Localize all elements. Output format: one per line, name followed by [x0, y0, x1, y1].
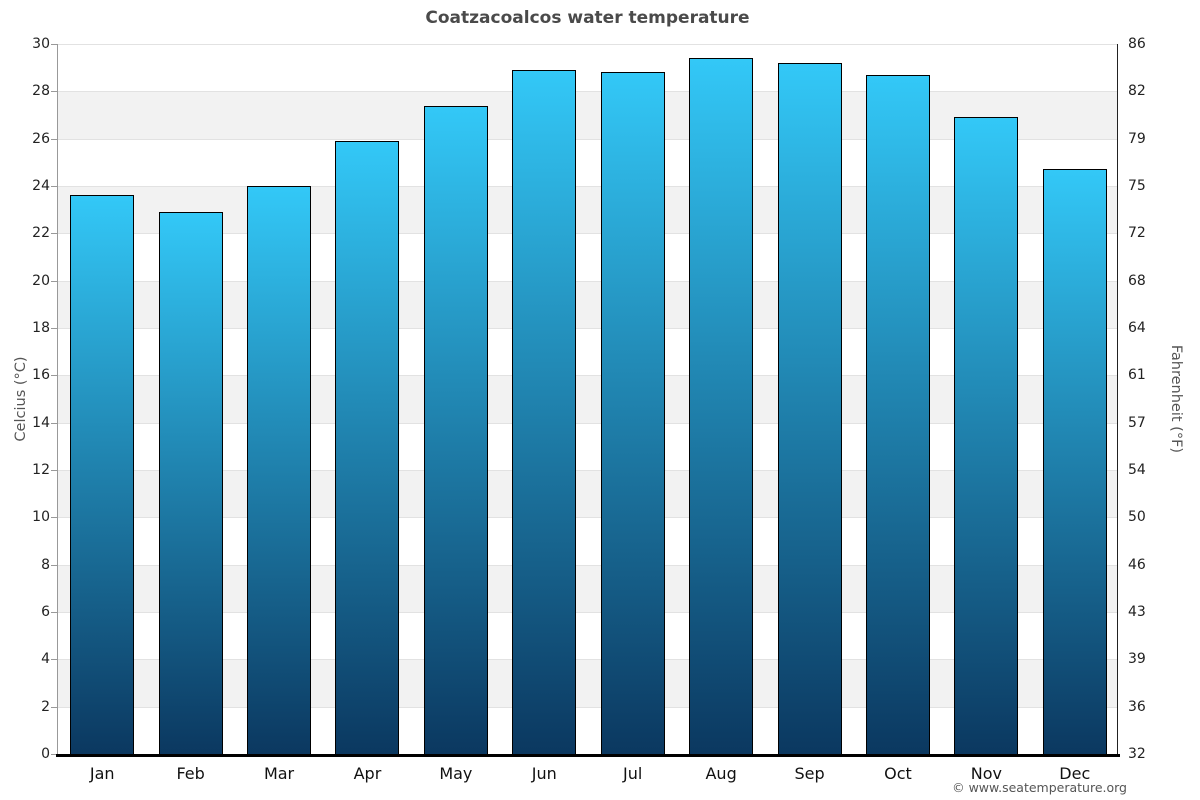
celsius-tick-mark [51, 754, 58, 755]
celsius-tick-label: 20 [32, 272, 50, 289]
grid-band [58, 186, 1117, 234]
celsius-tick-label: 16 [32, 367, 50, 384]
bar-jun [512, 70, 577, 754]
celsius-tick-mark [51, 328, 58, 329]
celsius-tick-label: 12 [32, 462, 50, 478]
y-axis-title-fahrenheit: Fahrenheit (°F) [1168, 344, 1184, 454]
fahrenheit-tick-label: 82 [1128, 83, 1146, 100]
celsius-tick-label: 0 [41, 746, 50, 762]
fahrenheit-tick-label: 32 [1128, 746, 1146, 762]
month-label-nov: Nov [970, 764, 1002, 783]
grid-band [58, 706, 1117, 754]
grid-band [58, 612, 1117, 660]
chart-title: Coatzacoalcos water temperature [425, 8, 750, 28]
fahrenheit-tick-label: 46 [1128, 556, 1146, 573]
month-label-feb: Feb [176, 764, 205, 783]
fahrenheit-tick-label: 64 [1128, 320, 1146, 336]
bar-jul [600, 72, 665, 754]
celsius-tick-label: 18 [32, 320, 50, 336]
fahrenheit-tick-label: 57 [1128, 414, 1146, 431]
celsius-tick-mark [51, 659, 58, 661]
x-axis-line [56, 754, 1120, 757]
fahrenheit-tick-label: 61 [1128, 367, 1146, 384]
fahrenheit-tick-label: 86 [1128, 36, 1146, 52]
month-label-apr: Apr [353, 764, 382, 783]
celsius-tick-label: 4 [41, 651, 50, 668]
grid-band [58, 91, 1117, 139]
bar-may [423, 105, 488, 754]
celsius-tick-mark [51, 706, 58, 708]
grid-band [58, 233, 1117, 281]
celsius-tick-label: 6 [41, 604, 50, 620]
fahrenheit-tick-label: 39 [1128, 651, 1146, 668]
bar-oct [865, 74, 930, 754]
plot-area: 0 2 4 6 8 10 12 14 16 18 20 22 24 26 28 30 32 36 39 43 46 50… [32, 36, 1146, 783]
bar-mar [247, 186, 312, 754]
bar-jan [70, 195, 135, 754]
grid-band [58, 517, 1117, 565]
fahrenheit-tick-label: 79 [1128, 130, 1146, 147]
gridline-bands-layer [58, 44, 1117, 754]
celsius-tick-label: 2 [41, 698, 50, 715]
celsius-tick-label: 14 [32, 414, 50, 431]
celsius-tick-label: 30 [32, 36, 50, 52]
celsius-tick-mark [51, 375, 58, 377]
footer-credit: © www.seatemperature.org [952, 780, 1127, 795]
celsius-tick-label: 22 [32, 225, 50, 242]
celsius-tick-mark [51, 233, 58, 235]
fahrenheit-tick-label: 72 [1128, 225, 1146, 242]
celsius-tick-mark [51, 280, 58, 282]
month-label-aug: Aug [705, 764, 737, 783]
month-label-jun: Jun [531, 764, 557, 783]
fahrenheit-tick-label: 50 [1128, 509, 1146, 526]
grid-band [58, 375, 1117, 423]
month-label-dec: Dec [1059, 764, 1091, 783]
month-label-jan: Jan [89, 764, 115, 783]
celsius-tick-label: 8 [41, 556, 50, 573]
grid-band [58, 422, 1117, 470]
fahrenheit-tick-label: 36 [1128, 698, 1146, 715]
bar-apr [335, 141, 400, 754]
fahrenheit-tick-label: 75 [1128, 178, 1146, 194]
grid-band [58, 44, 1117, 92]
month-label-jul: Jul [623, 764, 643, 783]
grid-band [58, 659, 1117, 707]
celsius-tick-label: 26 [32, 130, 50, 147]
bar-aug [689, 58, 754, 754]
grid-band [58, 564, 1117, 612]
bar-sep [777, 62, 842, 754]
fahrenheit-tick-label: 68 [1128, 272, 1146, 289]
celsius-tick-mark [51, 44, 58, 45]
month-label-mar: Mar [263, 764, 295, 783]
bar-dec [1042, 169, 1107, 754]
fahrenheit-tick-label: 54 [1128, 462, 1146, 478]
grid-band [58, 138, 1117, 186]
celsius-tick-mark [51, 470, 58, 471]
grid-band [58, 470, 1117, 518]
celsius-tick-mark [51, 186, 58, 187]
celsius-tick-mark [51, 91, 58, 93]
grid-band [58, 280, 1117, 328]
celsius-tick-mark [51, 422, 58, 424]
celsius-tick-label: 24 [32, 178, 50, 194]
celsius-tick-mark [51, 612, 58, 613]
celsius-tick-mark [51, 138, 58, 140]
bar-feb [158, 212, 223, 754]
month-label-may: May [439, 764, 473, 783]
celsius-tick-mark [51, 564, 58, 566]
celsius-tick-label: 10 [32, 509, 50, 526]
fahrenheit-tick-label: 43 [1128, 604, 1146, 620]
celsius-tick-mark [51, 517, 58, 519]
celsius-tick-label: 28 [32, 83, 50, 100]
month-label-oct: Oct [884, 764, 912, 783]
grid-band [58, 328, 1117, 376]
month-label-sep: Sep [794, 764, 825, 783]
bars-layer [58, 44, 1117, 754]
bar-nov [954, 117, 1019, 754]
